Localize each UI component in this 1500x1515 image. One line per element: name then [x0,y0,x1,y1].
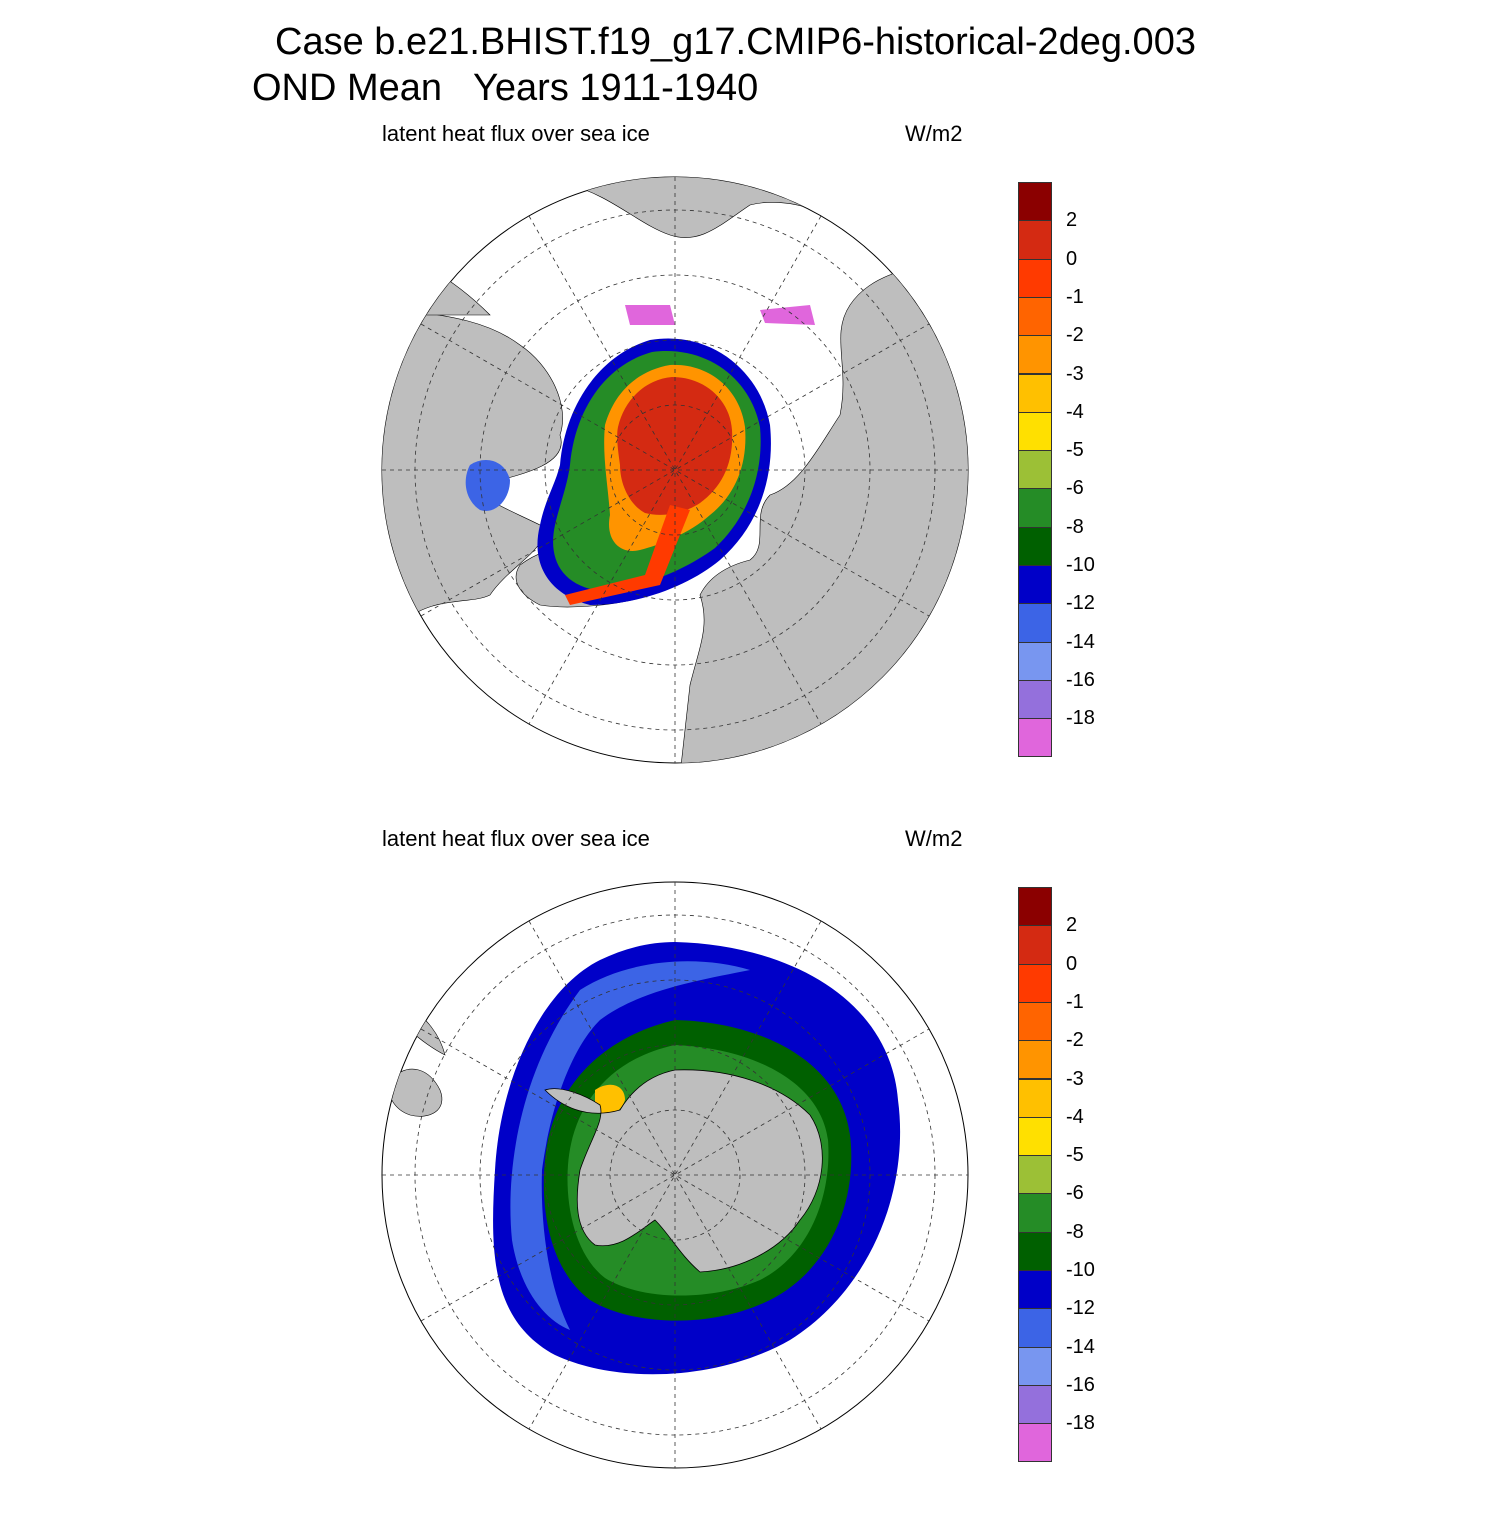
colorbar-swatch [1018,488,1052,528]
arctic-polar-map [381,176,969,764]
figure-title-line-1: Case b.e21.BHIST.f19_g17.CMIP6-historica… [275,21,1196,63]
ice-weddell-yellow [595,1084,625,1115]
graticule [382,882,968,1468]
antarctic-panel: latent heat flux over sea ice W/m2 [0,815,1500,1515]
colorbar-tick-label: 0 [1066,952,1078,975]
colorbar-tick-label: -4 [1066,400,1084,423]
colorbar-swatch [1018,1116,1052,1157]
ice-field-hudson [465,460,510,511]
colorbar-tick-label: -2 [1066,324,1084,347]
figure-title-line-2: OND Mean Years 1911-1940 [252,67,759,109]
colorbar-tick-label: -12 [1066,1297,1095,1320]
panel-units-label: W/m2 [905,121,963,146]
colorbar-south: 2 0 -1 -2 -3 -4 -5 -6 -8 -10 -12 -14 -16 -18 [1018,887,1108,1467]
colorbar-swatch [1018,1155,1052,1195]
colorbar-swatch [1018,1270,1052,1310]
colorbar-swatch [1018,335,1052,375]
arctic-panel: latent heat flux over sea ice W/m2 [0,110,1500,810]
colorbar-tick-label: -1 [1066,990,1084,1013]
colorbar-tick-label: -16 [1066,1373,1095,1396]
colorbar-swatch [1018,296,1052,337]
panel-variable-label: latent heat flux over sea ice [382,826,650,851]
colorbar-swatch [1018,565,1052,605]
colorbar-north: 2 0 -1 -2 -3 -4 -5 -6 -8 -10 -12 -14 -16 -18 [1018,182,1108,762]
colorbar-swatch [1018,182,1052,222]
colorbar-tick-label: -6 [1066,477,1084,500]
colorbar-swatch [1018,411,1052,452]
ice-field-okhotsk [625,305,675,325]
panel-units-label: W/m2 [905,826,963,851]
land-eurasia [679,254,968,763]
land-antarctica [544,1069,823,1273]
antarctic-polar-map [381,881,969,1469]
colorbar-tick-label: -18 [1066,1412,1095,1435]
colorbar-swatch [1018,258,1052,298]
colorbar-tick-label: -3 [1066,362,1084,385]
colorbar-tick-label: -10 [1066,554,1095,576]
graticule [382,177,968,763]
colorbar-swatch [1018,1193,1052,1233]
colorbar-tick-label: -8 [1066,1220,1084,1243]
colorbar-swatch [1018,1078,1052,1118]
ice-field-atlantic-tongue [565,505,690,605]
colorbar-swatch [1018,679,1052,720]
colorbar-tick-label: 2 [1066,209,1078,232]
colorbar-swatch [1018,373,1052,413]
colorbar-tick-label: -14 [1066,630,1095,653]
colorbar-tick-label: 0 [1066,247,1078,270]
colorbar-tick-label: -18 [1066,707,1095,730]
colorbar-tick-label: -1 [1066,285,1084,308]
panel-variable-label: latent heat flux over sea ice [382,121,650,146]
colorbar-tick-label: -3 [1066,1067,1084,1090]
colorbar-swatch [1018,1308,1052,1348]
colorbar-tick-label: -6 [1066,1182,1084,1205]
ice-field-bering [760,305,815,325]
colorbar-tick-label: -4 [1066,1105,1084,1128]
ice-light-blue-band [510,961,750,1330]
colorbar-swatch [1018,526,1052,566]
colorbar-swatch [1018,963,1052,1003]
colorbar-swatch [1018,450,1052,490]
land-south-america [388,1068,443,1117]
colorbar-tick-label: -14 [1066,1335,1095,1358]
colorbar-swatch [1018,925,1052,965]
colorbar-tick-label: -2 [1066,1029,1084,1052]
colorbar-tick-label: -10 [1066,1259,1095,1281]
colorbar-tick-label: -5 [1066,1144,1084,1167]
colorbar-swatch [1018,718,1052,758]
colorbar-swatch [1018,1346,1052,1386]
colorbar-swatch [1018,1040,1052,1080]
colorbar-swatch [1018,641,1052,681]
colorbar-tick-label: -16 [1066,668,1095,691]
colorbar-tick-label: 2 [1066,914,1078,937]
colorbar-swatch [1018,1231,1052,1271]
colorbar-tick-label: -5 [1066,439,1084,462]
colorbar-tick-label: -12 [1066,592,1095,615]
colorbar-tick-label: -8 [1066,515,1084,538]
colorbar-swatch [1018,887,1052,927]
colorbar-swatch [1018,603,1052,643]
colorbar-swatch [1018,220,1052,260]
colorbar-swatch [1018,1001,1052,1042]
colorbar-swatch [1018,1423,1052,1463]
colorbar-swatch [1018,1384,1052,1425]
